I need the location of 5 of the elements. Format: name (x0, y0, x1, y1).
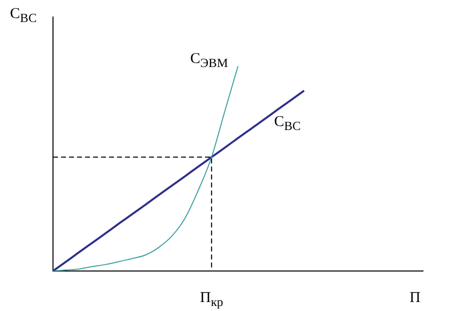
series-label: С$_{ВС}$ (274, 112, 301, 135)
y-axis-title: С$_{ВС}$ (10, 5, 37, 27)
text: П$_{кр}$ (200, 289, 224, 311)
series-label: С$_{ЭВМ}$ (190, 50, 228, 72)
x-axis-title: П (410, 289, 420, 307)
